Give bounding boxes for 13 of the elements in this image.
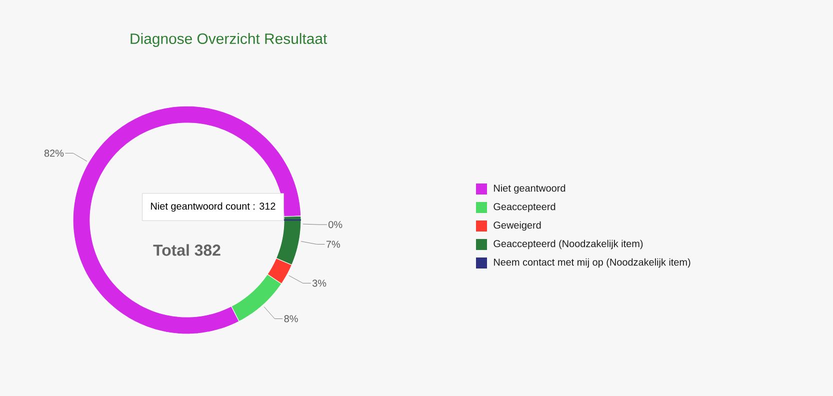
legend-label: Geaccepteerd	[494, 202, 556, 212]
data-label: 8%	[284, 315, 298, 322]
legend-label: Geweigerd	[494, 221, 541, 231]
text: 0%	[328, 221, 342, 228]
data-label: 7%	[326, 240, 340, 248]
data-label: 3%	[312, 280, 326, 287]
legend-label: Neem contact met mij op (Noodzakelijk item)	[494, 258, 690, 268]
text: Total 382	[153, 244, 220, 256]
legend-label: Niet geantwoord	[494, 184, 566, 194]
text: Niet geantwoord count : 312	[151, 202, 276, 212]
chart-title: Diagnose Overzicht Resultaat	[130, 33, 328, 47]
data-label: 82%	[44, 150, 64, 157]
legend-label: Geaccepteerd (Noodzakelijk item)	[494, 240, 643, 250]
